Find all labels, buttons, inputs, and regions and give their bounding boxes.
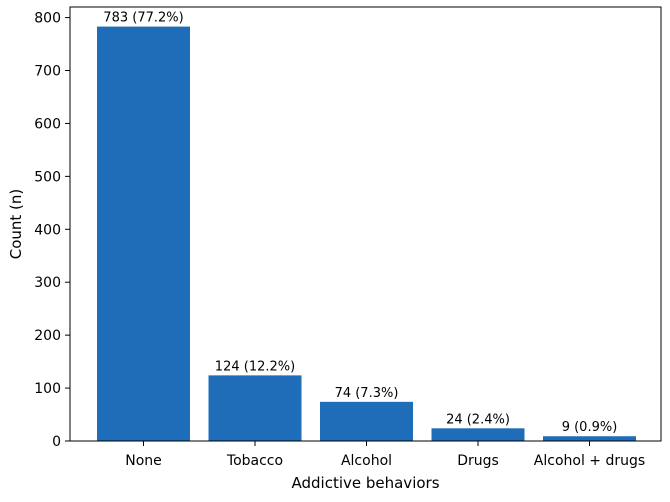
data-label: 783 (77.2%)	[103, 11, 183, 26]
x-tick-label: Drugs	[457, 453, 499, 469]
data-labels-group: 783 (77.2%) 124 (12.2%) 74 (7.3%) 24 (2.4%)…	[103, 11, 617, 436]
y-tick-label: 0	[52, 434, 61, 450]
y-tick-label: 800	[34, 11, 61, 27]
bar-alcohol	[320, 401, 413, 441]
y-axis-label: Count (n)	[7, 189, 25, 260]
bar-alcohol-drugs	[543, 436, 636, 441]
data-label: 24 (2.4%)	[446, 412, 510, 427]
x-tick-label: None	[125, 453, 162, 469]
bar-drugs	[431, 428, 525, 441]
y-tick-label: 500	[34, 169, 61, 185]
data-label: 74 (7.3%)	[335, 386, 399, 401]
plot-frame	[69, 6, 662, 442]
y-axis-ticks: 0 100 200 300 400 500 600 700 800	[34, 11, 70, 450]
y-tick-label: 400	[34, 222, 61, 238]
y-tick-label: 300	[34, 275, 61, 291]
y-tick-label: 600	[34, 116, 61, 132]
y-tick-label: 100	[34, 381, 61, 397]
x-axis-label: Addictive behaviors	[291, 474, 439, 492]
bar-none	[97, 26, 190, 442]
bar-tobacco	[208, 375, 302, 441]
x-axis-ticks: None Tobacco Alcohol Drugs Alcohol + drugs	[125, 441, 645, 469]
x-tick-label: Tobacco	[226, 453, 283, 469]
data-label: 9 (0.9%)	[562, 420, 618, 435]
y-tick-label: 700	[34, 64, 61, 80]
data-label: 124 (12.2%)	[215, 359, 295, 374]
x-tick-label: Alcohol	[341, 453, 392, 469]
bars-group	[97, 26, 636, 442]
y-tick-label: 200	[34, 328, 61, 344]
x-tick-label: Alcohol + drugs	[534, 453, 645, 469]
